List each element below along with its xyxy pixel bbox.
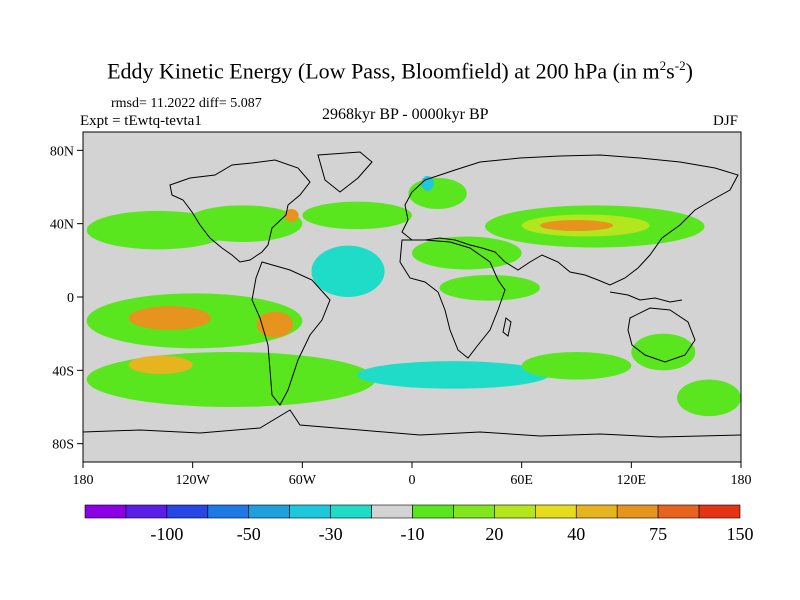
- y-tick-label-2: 0: [67, 291, 74, 306]
- y-axis: 80N 40N 0 40S 80S: [50, 144, 83, 453]
- title-sup-1: 2: [659, 58, 667, 73]
- region-5: [421, 176, 434, 191]
- x-tick-label-6: 180: [731, 473, 752, 488]
- y-tick-label-0: 80N: [50, 144, 74, 159]
- stats-line: rmsd= 11.2022 diff= 5.087: [111, 96, 262, 111]
- colorbar-label-2: -30: [319, 524, 343, 544]
- region-11: [439, 275, 540, 301]
- coastlines: [83, 151, 741, 438]
- period-label: 2968kyr BP - 0000kyr BP: [322, 106, 489, 123]
- y-tick-label-4: 80S: [52, 438, 74, 453]
- coast-greenland: [317, 151, 373, 193]
- region-16: [128, 355, 193, 375]
- title-text: Eddy Kinetic Energy (Low Pass, Bloomfiel…: [107, 58, 660, 84]
- coast-north-america: [169, 159, 311, 263]
- colorbar-box-11: [535, 504, 577, 519]
- title-close: ): [685, 58, 693, 84]
- colorbar-label-4: 20: [485, 524, 503, 544]
- region-19: [631, 333, 696, 371]
- title-sup-2: -2: [674, 58, 686, 73]
- region-17: [357, 361, 550, 389]
- x-tick-label-4: 60E: [510, 473, 533, 488]
- colorbar-box-3: [207, 504, 250, 519]
- colorbar-box-14: [657, 504, 700, 519]
- coast-australia: [627, 307, 696, 363]
- experiment-label: Expt = tEwtq-tevta1: [80, 113, 202, 129]
- colorbar-box-7: [371, 504, 413, 519]
- colorbar-box-0: [84, 504, 127, 519]
- colorbar-box-13: [616, 504, 659, 519]
- colorbar: -100 -50 -30 -10 20 40 75 150: [84, 504, 754, 544]
- region-18: [521, 352, 632, 380]
- colorbar-label-7: 150: [727, 524, 754, 544]
- colorbar-box-15: [698, 504, 741, 519]
- region-14: [256, 311, 294, 338]
- region-15: [86, 352, 376, 407]
- region-10: [311, 245, 385, 297]
- colorbar-box-8: [412, 504, 454, 519]
- region-20: [677, 379, 741, 417]
- region-9: [412, 236, 522, 270]
- y-tick-label-1: 40N: [50, 218, 74, 233]
- region-8: [539, 220, 614, 231]
- x-tick-label-2: 60W: [289, 473, 317, 488]
- colorbar-box-12: [575, 504, 618, 519]
- colorbar-label-1: -50: [237, 524, 261, 544]
- region-4: [408, 177, 467, 210]
- anomaly-regions: [86, 176, 741, 417]
- colorbar-box-6: [330, 504, 372, 519]
- colorbar-box-9: [453, 504, 495, 519]
- colorbar-box-2: [166, 504, 209, 519]
- colorbar-box-1: [125, 504, 168, 519]
- region-2: [284, 209, 299, 222]
- colorbar-label-3: -10: [401, 524, 425, 544]
- coast-madagascar: [502, 317, 512, 337]
- region-13: [128, 306, 211, 331]
- region-3: [302, 201, 412, 230]
- colorbar-box-10: [494, 504, 536, 519]
- x-tick-label-3: 0: [409, 473, 416, 488]
- x-tick-label-0: 180: [73, 473, 94, 488]
- coast-south-america: [251, 261, 331, 406]
- coast-africa: [399, 239, 506, 359]
- y-tick-label-3: 40S: [52, 364, 74, 379]
- colorbar-box-4: [248, 504, 290, 519]
- region-1: [183, 205, 303, 243]
- season-label: DJF: [713, 113, 739, 129]
- x-axis: 180 120W 60W 0 60E 120E 180: [73, 462, 752, 488]
- x-tick-label-1: 120W: [176, 473, 211, 488]
- coast-antarctica: [83, 409, 741, 438]
- colorbar-label-6: 75: [649, 524, 667, 544]
- coast-eurasia: [401, 154, 739, 286]
- colorbar-label-5: 40: [567, 524, 585, 544]
- colorbar-box-5: [289, 504, 331, 519]
- title-unit-s: s: [666, 58, 675, 84]
- x-tick-label-5: 120E: [617, 473, 647, 488]
- coast-indonesia: [609, 291, 683, 303]
- chart-title: Eddy Kinetic Energy (Low Pass, Bloomfiel…: [0, 58, 800, 84]
- colorbar-label-0: -100: [150, 524, 183, 544]
